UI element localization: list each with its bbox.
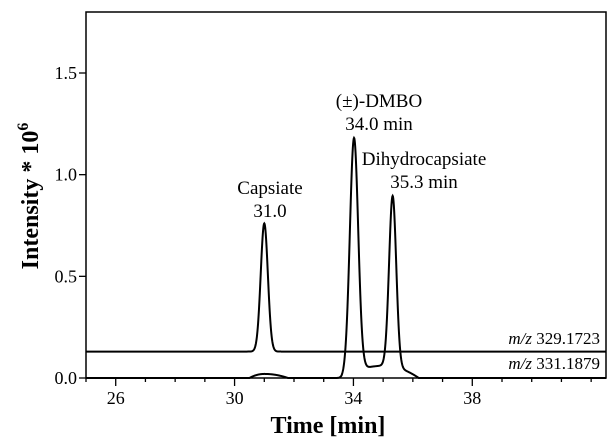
x-tick-label: 38 <box>463 388 481 408</box>
annotation-capsiate: Capsiate 31.0 <box>237 178 302 222</box>
x-axis-title: Time [min] <box>271 413 386 439</box>
y-axis-title-superscript: 6 <box>15 123 32 131</box>
trace-label-italic: m/z <box>508 354 536 373</box>
traces <box>86 135 606 379</box>
plot-frame <box>85 11 607 379</box>
annotation-line: 34.0 min <box>345 114 413 135</box>
annotation-line: 31.0 <box>253 201 286 222</box>
annotations: Capsiate 31.0 (±)-DMBO 34.0 min Dihydrocapsi… <box>237 91 486 222</box>
y-axis-title-text: Intensity * 10 <box>18 131 44 270</box>
annotation-line: Capsiate <box>237 178 302 199</box>
annotation-line: Dihydrocapsiate <box>362 149 487 170</box>
x-tick-label: 34 <box>344 388 362 408</box>
y-tick-label: 0.0 <box>55 368 78 388</box>
y-tick-label: 1.5 <box>55 63 78 83</box>
trace-label-value: 331.1879 <box>536 354 600 373</box>
annotation-line: 35.3 min <box>390 172 458 193</box>
trace-label-1: m/z 329.1723 <box>508 329 600 348</box>
y-axis: 0.0 0.5 1.0 1.5 <box>55 63 86 388</box>
series-line-2 <box>86 135 606 379</box>
trace-label-italic: m/z <box>508 329 536 348</box>
trace-label-value: 329.1723 <box>536 329 600 348</box>
y-tick-label: 0.5 <box>55 266 78 286</box>
annotation-line: (±)-DMBO <box>336 91 422 112</box>
y-axis-title: Intensity * 106 <box>15 123 44 270</box>
y-tick-label: 1.0 <box>55 165 78 185</box>
x-tick-label: 26 <box>107 388 125 408</box>
trace-label-2: m/z 331.1879 <box>508 354 600 373</box>
annotation-dihydrocapsiate: Dihydrocapsiate 35.3 min <box>362 149 487 193</box>
x-tick-label: 30 <box>226 388 244 408</box>
annotation-dmbo: (±)-DMBO 34.0 min <box>336 91 422 135</box>
x-axis: 26 30 34 38 <box>85 378 592 408</box>
